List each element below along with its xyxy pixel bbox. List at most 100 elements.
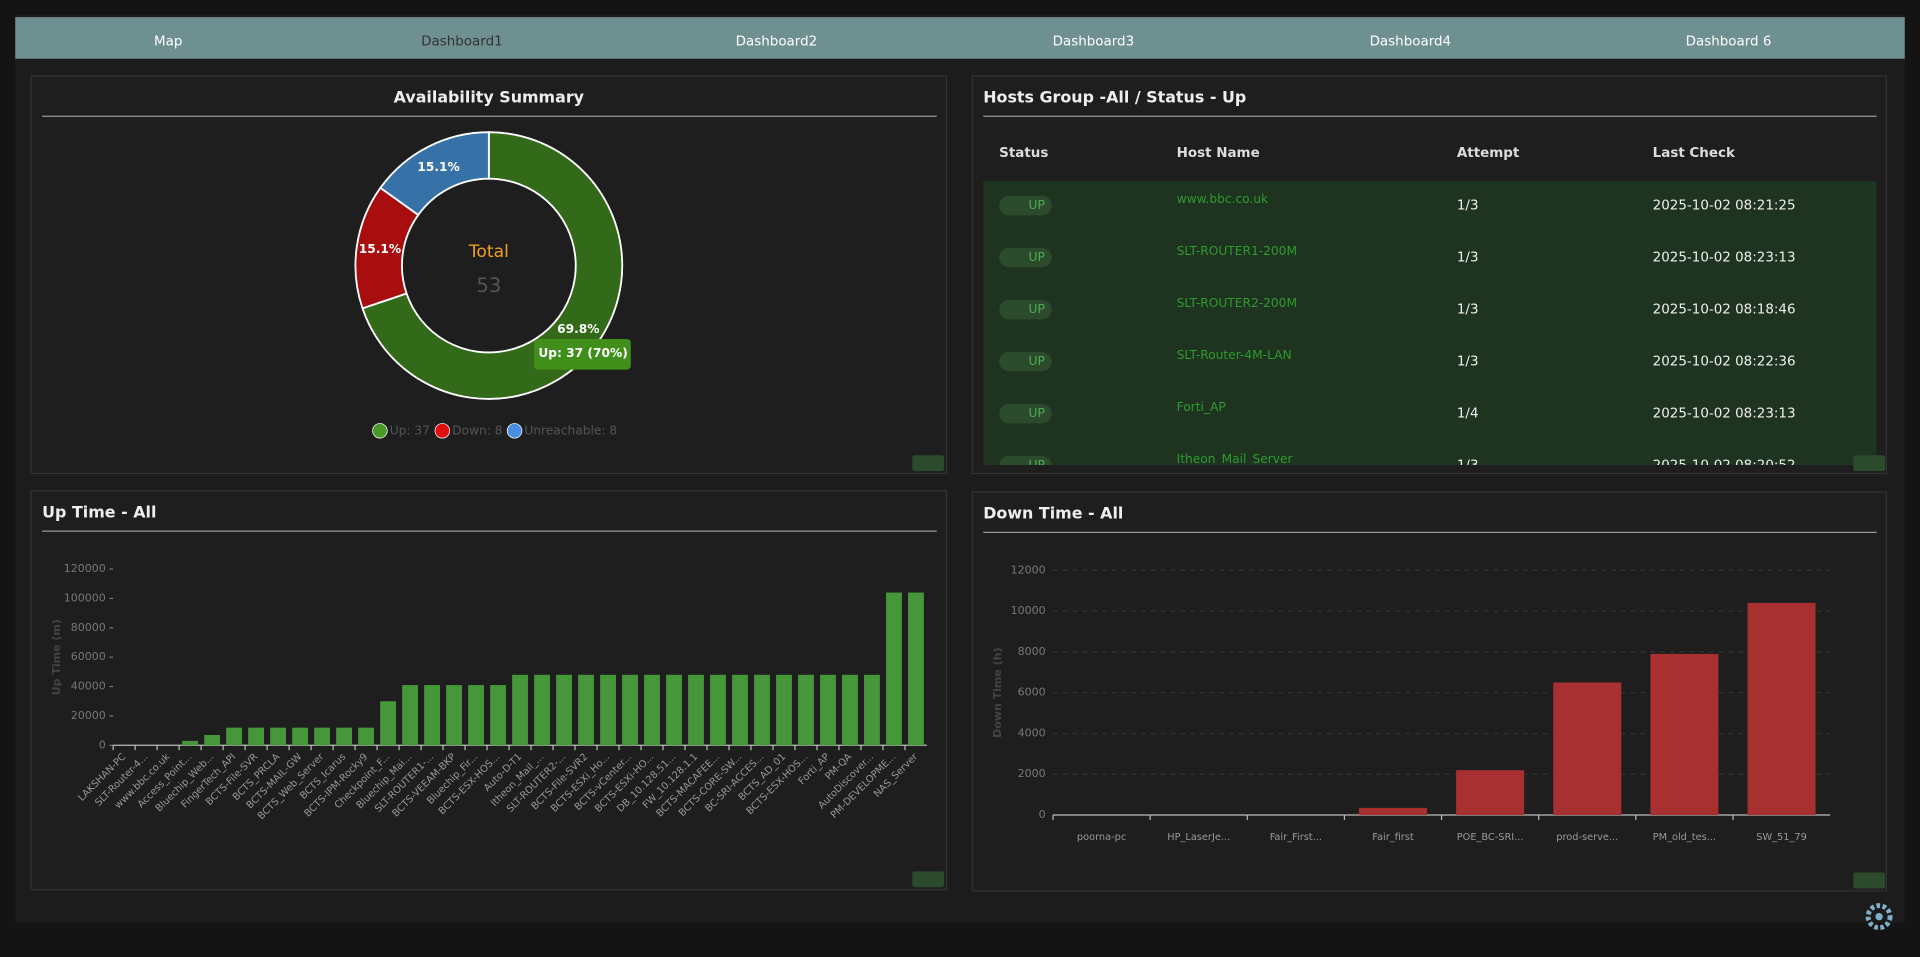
attempt: 1/3 [1457,355,1479,370]
bar [490,685,506,746]
legend-label[interactable]: Down: 8 [452,423,502,437]
bar [820,674,836,746]
nav-link[interactable]: Dashboard3 [1053,35,1135,50]
hosts-table: UP www.bbc.co.uk 1/3 2025-10-02 08:21:25 UP S… [999,192,1796,474]
attempt: 1/3 [1457,251,1479,266]
y-tick-label: 2000 [1018,767,1046,780]
status-badge [999,351,1052,372]
center-label: Total [468,242,509,262]
attempt: 1/3 [1457,459,1479,474]
bar [578,674,594,746]
status: UP [1029,354,1045,368]
slice-label: 15.1% [417,160,459,174]
host-name[interactable]: Forti_AP [1177,400,1226,414]
bar [886,592,902,746]
column-header: Attempt [1457,146,1520,161]
host-name[interactable]: SLT-Router-4M-LAN [1177,348,1292,362]
y-tick-label: 4000 [1018,726,1046,739]
x-tick-label: PM_old_tes... [1653,832,1716,843]
bar [908,592,924,746]
y-tick-label: 0 [1039,808,1046,821]
bar [270,727,287,746]
bar [1456,770,1525,816]
legend-swatch [434,423,451,439]
status-badge [999,403,1052,424]
chart-title: Availability Summary [394,87,585,106]
last-check: 2025-10-02 08:18:46 [1653,303,1796,318]
last-check: 2025-10-02 08:22:36 [1653,355,1796,370]
tooltip-text: Up: 37 (70%) [538,346,627,360]
x-tick-label: Fair_first [1372,832,1414,843]
bar [226,727,243,746]
settings-button[interactable] [1865,903,1893,931]
y-axis-label: Down Time (h) [991,647,1004,737]
slice-label: 69.8% [557,322,599,336]
host-name[interactable]: www.bbc.co.uk [1177,192,1269,206]
nav-link[interactable]: Dashboard2 [736,35,818,50]
host-name[interactable]: Itheon_Mail_Server [1177,452,1294,466]
bar [776,674,792,746]
legend-swatch [372,423,388,439]
nav-link[interactable]: Map [154,35,182,50]
slice-label: 15.1% [359,242,401,256]
pie-slice [361,131,624,400]
column-header: Status [999,146,1048,161]
bar [204,735,221,746]
y-tick-label: 40000 [71,680,106,693]
resize-icons [912,455,1886,889]
x-tick-label: poorna-pc [1077,832,1126,843]
bar [314,727,331,746]
status-badge [999,299,1052,320]
bar [556,674,572,746]
x-tick-label: SW_51_79 [1756,832,1807,843]
table-body-bg [983,181,1877,466]
nav-link[interactable]: Dashboard4 [1370,35,1452,50]
status-badge [999,247,1052,268]
legend-label[interactable]: Unreachable: 8 [524,423,617,437]
pie-slice [379,131,490,217]
status: UP [1029,406,1045,420]
bar [1650,653,1719,816]
last-check: 2025-10-02 08:21:25 [1653,199,1796,214]
host-name[interactable]: SLT-ROUTER2-200M [1177,296,1297,310]
legend-label[interactable]: Up: 37 [390,423,430,437]
bar [512,674,528,746]
table-title: Hosts Group -All / Status - Up [983,87,1246,106]
legend-swatch [506,423,523,439]
bar [402,685,418,746]
bar [842,674,858,746]
bar [424,685,440,746]
y-tick-label: 120000 [64,562,106,575]
attempt: 1/3 [1457,303,1479,318]
panel [30,490,948,891]
bar [358,727,375,746]
bar [710,674,726,746]
y-tick-label: 12000 [1011,563,1046,576]
bar [1553,682,1622,816]
y-tick-label: 60000 [71,650,106,663]
bar [1358,807,1427,816]
status-badge [999,455,1052,466]
nav-link[interactable]: Dashboard1 [421,35,503,50]
x-tick-label: prod-serve... [1556,832,1618,843]
bar [600,674,616,746]
bar [182,740,199,746]
settings-icon [1875,912,1883,921]
bar [336,727,353,746]
center-value: 53 [476,274,501,297]
y-axis-label: Up Time (m) [50,619,63,695]
bar [292,727,309,746]
y-tick-label: 6000 [1018,686,1046,699]
bar [622,674,638,746]
bar [248,727,265,746]
host-name[interactable]: SLT-ROUTER1-200M [1177,244,1297,258]
status-badge [999,195,1052,216]
last-check: 2025-10-02 08:23:13 [1653,407,1796,422]
nav-link[interactable]: Dashboard 6 [1686,35,1772,50]
bar [798,674,814,746]
bar [446,685,462,746]
last-check: 2025-10-02 08:23:13 [1653,251,1796,266]
x-tick-label: HP_LaserJe... [1167,832,1230,843]
y-tick-label: 80000 [71,621,106,634]
